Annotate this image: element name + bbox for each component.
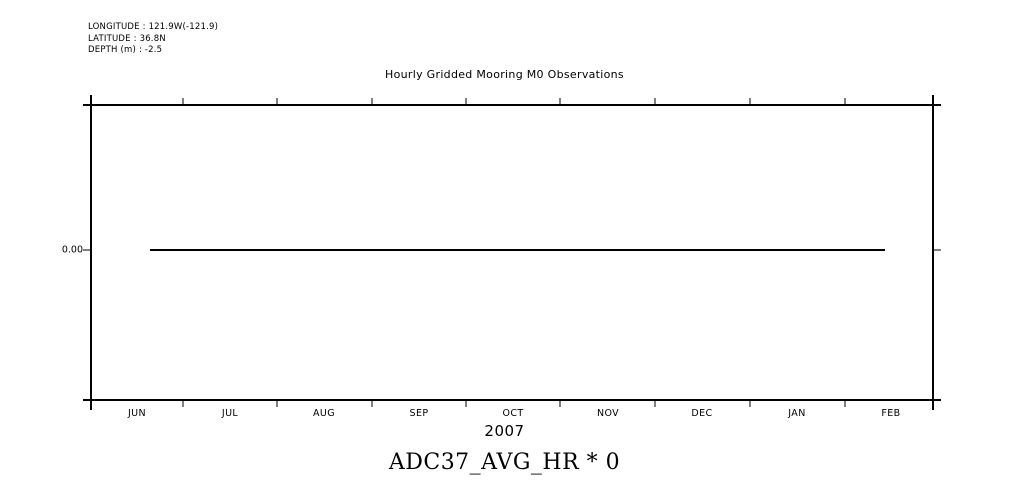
metadata-depth: DEPTH (m) : -2.5 bbox=[88, 45, 163, 55]
x-tick-label-oct: OCT bbox=[502, 408, 524, 419]
plot-canvas bbox=[83, 95, 941, 410]
x-tick-marks bbox=[182, 98, 846, 407]
station-metadata-block: LONGITUDE : 121.9W(-121.9) LATITUDE : 36… bbox=[88, 22, 218, 57]
plot-area: 0.00 JUN JUL AUG SEP OCT NOV DEC JAN FEB bbox=[62, 95, 941, 419]
x-axis-year-label: 2007 bbox=[484, 422, 525, 440]
x-tick-label-jun: JUN bbox=[127, 408, 147, 419]
metadata-latitude: LATITUDE : 36.8N bbox=[88, 33, 166, 44]
y-tick-label-0: 0.00 bbox=[61, 244, 83, 256]
plot-title: Hourly Gridded Mooring M0 Observations bbox=[385, 68, 624, 81]
metadata-longitude: LONGITUDE : 121.9W(-121.9) bbox=[88, 22, 219, 32]
x-tick-label-feb: FEB bbox=[881, 408, 901, 419]
axis-frame bbox=[83, 95, 941, 410]
x-tick-label-nov: NOV bbox=[596, 408, 620, 419]
x-tick-label-dec: DEC bbox=[691, 408, 713, 419]
x-tick-label-jan: JAN bbox=[788, 408, 806, 419]
x-tick-label-jul: JUL bbox=[221, 408, 239, 419]
x-tick-label-sep: SEP bbox=[409, 408, 429, 419]
x-tick-label-aug: AUG bbox=[312, 408, 336, 419]
variable-caption: ADC37_AVG_HR * 0 bbox=[388, 450, 621, 475]
